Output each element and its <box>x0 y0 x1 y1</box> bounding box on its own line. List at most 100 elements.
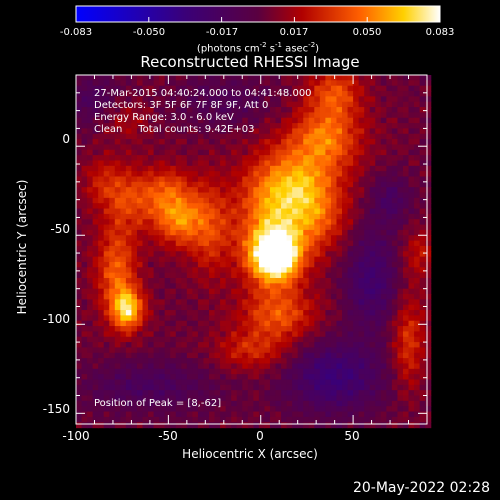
heatmap-cell <box>297 379 304 386</box>
heatmap-cell <box>192 283 199 290</box>
heatmap-cell <box>131 422 138 429</box>
heatmap-cell <box>214 197 221 204</box>
heatmap-cell <box>314 272 321 279</box>
heatmap-cell <box>136 299 144 306</box>
heatmap-cell <box>120 245 127 252</box>
heatmap-cell <box>209 75 216 81</box>
heatmap-cell <box>159 123 166 130</box>
heatmap-cell <box>380 85 387 92</box>
heatmap-cell <box>236 197 243 204</box>
heatmap-cell <box>408 197 415 204</box>
heatmap-cell <box>120 203 127 210</box>
heatmap-cell <box>87 123 94 130</box>
heatmap-cell <box>153 75 160 81</box>
heatmap-cell <box>380 406 387 413</box>
heatmap-cell <box>159 379 166 386</box>
heatmap-cell <box>275 187 282 194</box>
heatmap-cell <box>386 107 393 113</box>
heatmap-cell <box>247 123 254 130</box>
heatmap-cell <box>98 331 105 338</box>
heatmap-cell <box>353 256 360 263</box>
heatmap-cell <box>136 208 144 215</box>
heatmap-cell <box>369 261 376 268</box>
heatmap-cell <box>275 203 282 210</box>
heatmap-cell <box>292 139 299 146</box>
heatmap-cell <box>181 315 188 322</box>
heatmap-cell <box>408 229 415 236</box>
heatmap-cell <box>120 197 127 204</box>
heatmap-cell <box>292 91 299 97</box>
heatmap-cell <box>192 112 199 119</box>
heatmap-cell <box>303 395 310 402</box>
heatmap-cell <box>303 133 310 140</box>
heatmap-cell <box>125 245 133 252</box>
heatmap-cell <box>303 283 310 290</box>
heatmap-cell <box>281 267 288 274</box>
heatmap-cell <box>397 277 404 284</box>
heatmap-cell <box>397 310 404 316</box>
heatmap-cell <box>397 245 404 252</box>
heatmap-cell <box>402 315 410 322</box>
heatmap-cell <box>264 107 271 113</box>
heatmap-cell <box>220 390 227 397</box>
heatmap-cell <box>192 149 199 156</box>
heatmap-cell <box>153 107 160 113</box>
heatmap-cell <box>319 406 326 413</box>
heatmap-cell <box>220 320 227 327</box>
heatmap-cell <box>76 75 83 81</box>
heatmap-cell <box>303 203 310 210</box>
heatmap-cell <box>242 107 249 113</box>
heatmap-cell <box>303 171 310 178</box>
heatmap-cell <box>375 256 382 263</box>
heatmap-cell <box>197 85 205 92</box>
heatmap-cell <box>159 294 166 300</box>
heatmap-cell <box>425 80 432 87</box>
heatmap-cell <box>253 101 260 108</box>
heatmap-cell <box>275 91 282 97</box>
heatmap-cell <box>269 272 277 279</box>
heatmap-cell <box>192 165 199 172</box>
heatmap-cell <box>170 229 177 236</box>
heatmap-cell <box>414 277 421 284</box>
heatmap-cell <box>314 80 321 87</box>
heatmap-cell <box>142 144 149 151</box>
heatmap-cell <box>414 128 421 135</box>
heatmap-cell <box>87 277 94 284</box>
heatmap-cell <box>347 75 354 81</box>
heatmap-cell <box>131 144 138 151</box>
heatmap-cell <box>136 422 144 429</box>
heatmap-cell <box>131 229 138 236</box>
heatmap-cell <box>286 320 293 327</box>
heatmap-cell <box>225 160 232 167</box>
heatmap-cell <box>275 165 282 172</box>
heatmap-cell <box>175 352 182 359</box>
heatmap-cell <box>192 80 199 87</box>
heatmap-cell <box>109 315 116 322</box>
heatmap-cell <box>186 315 193 322</box>
heatmap-cell <box>330 133 338 140</box>
heatmap-cell <box>203 187 210 194</box>
heatmap-cell <box>314 261 321 268</box>
heatmap-cell <box>98 139 105 146</box>
heatmap-cell <box>148 181 155 188</box>
heatmap-cell <box>364 219 371 226</box>
heatmap-cell <box>369 197 376 204</box>
heatmap-cell <box>103 395 110 402</box>
heatmap-cell <box>159 363 166 370</box>
heatmap-cell <box>414 85 421 92</box>
heatmap-cell <box>203 235 210 242</box>
heatmap-cell <box>186 310 193 316</box>
heatmap-cell <box>408 326 415 333</box>
heatmap-cell <box>109 416 116 423</box>
heatmap-cell <box>253 128 260 135</box>
heatmap-cell <box>314 208 321 215</box>
heatmap-cell <box>364 80 371 87</box>
heatmap-cell <box>297 310 304 316</box>
heatmap-cell <box>386 384 393 391</box>
heatmap-cell <box>87 224 94 231</box>
heatmap-cell <box>375 352 382 359</box>
heatmap-cell <box>347 267 354 274</box>
heatmap-cell <box>225 208 232 215</box>
heatmap-cell <box>275 304 282 311</box>
heatmap-cell <box>292 181 299 188</box>
